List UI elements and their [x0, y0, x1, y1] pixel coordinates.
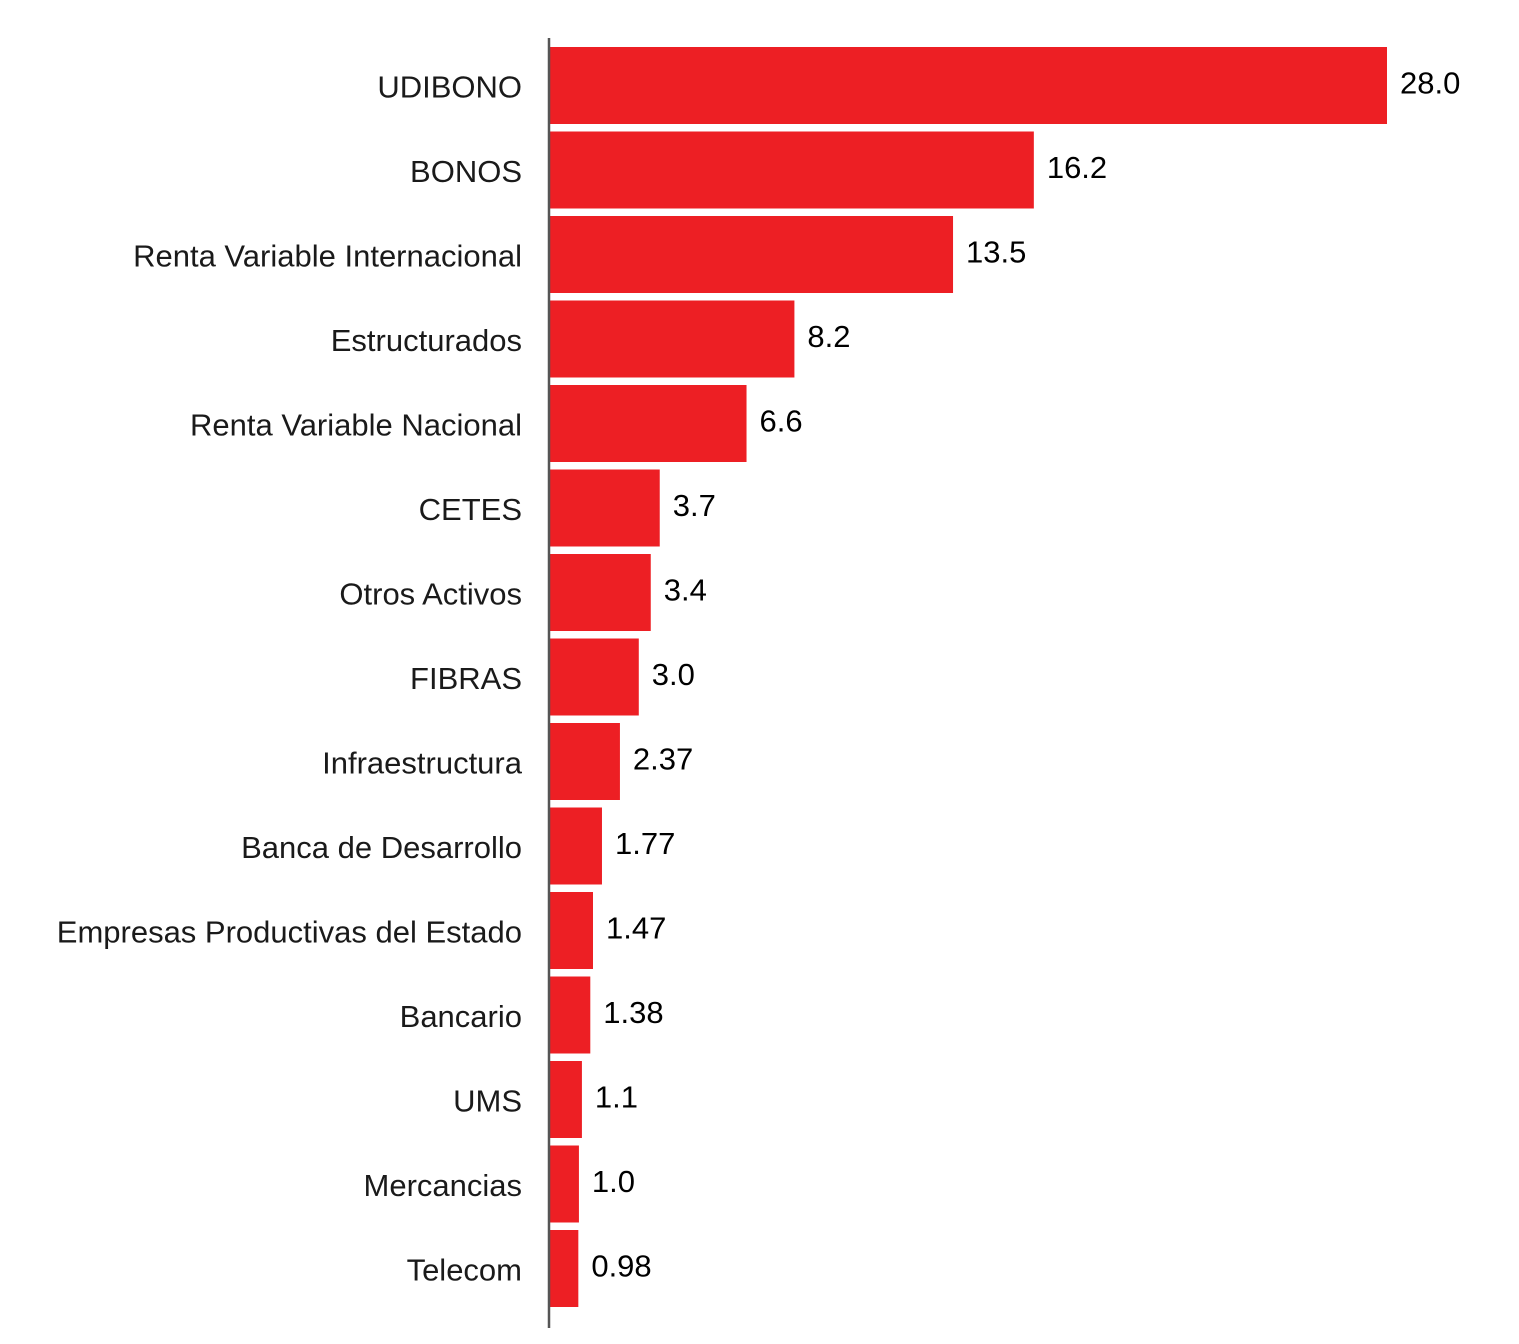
value-label-telecom: 0.98 [591, 1249, 651, 1284]
value-label-fibras: 3.0 [652, 657, 695, 692]
category-label-telecom: Telecom [407, 1253, 522, 1288]
value-label-infraestructura: 2.37 [633, 742, 693, 777]
category-label-bonos: BONOS [410, 154, 522, 189]
bar-mercancias [549, 1145, 579, 1223]
category-label-banca-de-desarrollo: Banca de Desarrollo [241, 830, 522, 865]
value-label-bancario: 1.38 [603, 995, 663, 1030]
category-labels-group: UDIBONO BONOS Renta Variable Internacional… [57, 70, 523, 1288]
category-label-estructurados: Estructurados [331, 323, 522, 358]
value-label-banca-de-desarrollo: 1.77 [615, 826, 675, 861]
category-label-mercancias: Mercancias [364, 1168, 523, 1203]
value-label-cetes: 3.7 [673, 488, 716, 523]
value-label-udibono: 28.0 [1400, 66, 1460, 101]
value-labels-group: 28.0 16.2 13.5 8.2 6.6 3.7 3.4 3.0 2.37 1.77 1.47 1… [591, 66, 1460, 1284]
value-label-ums: 1.1 [595, 1080, 638, 1115]
category-label-infraestructura: Infraestructura [322, 746, 523, 781]
value-label-renta-variable-nacional: 6.6 [760, 404, 803, 439]
bar-renta-variable-internacional [549, 216, 954, 293]
bar-estructurados [549, 300, 795, 378]
value-label-otros-activos: 3.4 [664, 573, 707, 608]
bar-banca-de-desarrollo [549, 807, 602, 885]
bar-infraestructura [549, 723, 620, 800]
bar-bonos [549, 131, 1034, 209]
category-label-renta-variable-internacional: Renta Variable Internacional [133, 239, 522, 274]
bar-renta-variable-nacional [549, 385, 747, 462]
bar-fibras [549, 638, 639, 716]
value-label-renta-variable-internacional: 13.5 [966, 235, 1026, 270]
category-label-ums: UMS [453, 1084, 522, 1119]
value-label-empresas-productivas-del-estado: 1.47 [606, 911, 666, 946]
bar-udibono [549, 47, 1387, 124]
category-label-fibras: FIBRAS [410, 661, 522, 696]
category-label-renta-variable-nacional: Renta Variable Nacional [190, 408, 522, 443]
category-label-udibono: UDIBONO [377, 70, 522, 105]
value-label-estructurados: 8.2 [807, 319, 850, 354]
bar-empresas-productivas-del-estado [549, 892, 593, 969]
value-label-bonos: 16.2 [1047, 150, 1107, 185]
category-label-bancario: Bancario [400, 999, 522, 1034]
bars-group [549, 47, 1387, 1307]
bar-cetes [549, 469, 660, 547]
bar-telecom [549, 1230, 579, 1307]
bar-otros-activos [549, 554, 651, 631]
bar-ums [549, 1061, 582, 1138]
category-label-cetes: CETES [419, 492, 522, 527]
category-label-otros-activos: Otros Activos [339, 577, 522, 612]
value-label-mercancias: 1.0 [592, 1164, 635, 1199]
category-label-empresas-productivas-del-estado: Empresas Productivas del Estado [57, 915, 522, 950]
bar-bancario [549, 976, 591, 1054]
